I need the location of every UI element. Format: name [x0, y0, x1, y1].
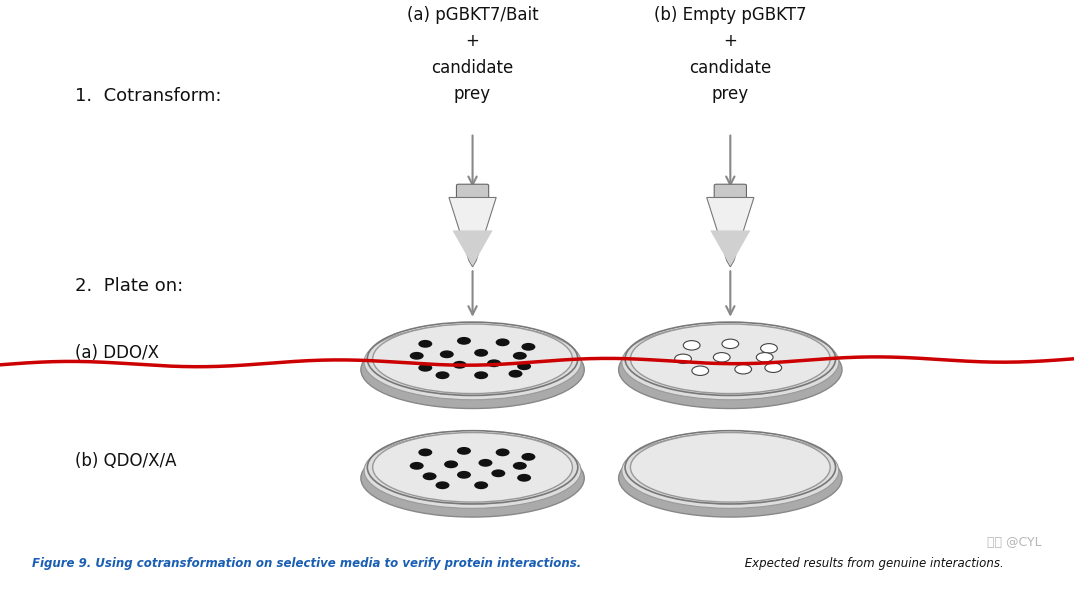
Ellipse shape — [364, 324, 581, 400]
Circle shape — [518, 362, 531, 370]
Ellipse shape — [373, 324, 572, 394]
Polygon shape — [710, 230, 751, 265]
Circle shape — [683, 341, 700, 350]
Circle shape — [453, 361, 466, 368]
Circle shape — [674, 354, 692, 364]
Circle shape — [765, 363, 782, 373]
Polygon shape — [452, 230, 493, 265]
Ellipse shape — [630, 432, 830, 502]
Text: (a) pGBKT7/Bait
+
candidate
prey: (a) pGBKT7/Bait + candidate prey — [407, 6, 538, 103]
Text: (a) DDO/X: (a) DDO/X — [75, 344, 159, 362]
Circle shape — [479, 459, 492, 467]
Circle shape — [488, 359, 500, 367]
Circle shape — [445, 461, 458, 469]
Circle shape — [419, 364, 432, 371]
Circle shape — [722, 339, 739, 349]
Circle shape — [410, 352, 423, 360]
Ellipse shape — [373, 432, 572, 502]
Ellipse shape — [619, 331, 842, 408]
FancyBboxPatch shape — [456, 185, 489, 200]
Circle shape — [492, 469, 506, 477]
Circle shape — [522, 343, 535, 351]
Circle shape — [423, 472, 437, 480]
Ellipse shape — [361, 331, 584, 408]
Circle shape — [419, 449, 432, 456]
Text: 知乎 @CYL: 知乎 @CYL — [987, 535, 1042, 549]
Ellipse shape — [622, 433, 839, 508]
Text: 2.  Plate on:: 2. Plate on: — [75, 277, 184, 295]
Text: 1.  Cotransform:: 1. Cotransform: — [75, 87, 221, 106]
Polygon shape — [449, 198, 496, 267]
Circle shape — [436, 481, 450, 489]
Circle shape — [513, 352, 527, 360]
Circle shape — [692, 366, 709, 376]
Circle shape — [436, 371, 450, 379]
Ellipse shape — [361, 440, 584, 517]
Ellipse shape — [630, 324, 830, 394]
Polygon shape — [707, 198, 754, 267]
Ellipse shape — [622, 324, 839, 400]
Ellipse shape — [364, 433, 581, 508]
Text: Expected results from genuine interactions.: Expected results from genuine interactio… — [741, 557, 1004, 570]
Circle shape — [509, 370, 522, 377]
Circle shape — [458, 447, 470, 455]
Text: Figure 9. Using cotransformation on selective media to verify protein interactio: Figure 9. Using cotransformation on sele… — [32, 557, 581, 570]
Circle shape — [419, 340, 432, 348]
Circle shape — [756, 353, 773, 362]
Ellipse shape — [619, 440, 842, 517]
Circle shape — [475, 481, 488, 489]
Circle shape — [713, 353, 730, 362]
Circle shape — [495, 449, 509, 456]
Circle shape — [475, 371, 488, 379]
FancyBboxPatch shape — [714, 185, 746, 200]
Text: (b) QDO/X/A: (b) QDO/X/A — [75, 452, 177, 470]
Circle shape — [495, 338, 509, 346]
Circle shape — [518, 474, 531, 482]
Text: (b) Empty pGBKT7
+
candidate
prey: (b) Empty pGBKT7 + candidate prey — [654, 6, 807, 103]
Circle shape — [410, 462, 423, 470]
Circle shape — [458, 471, 470, 479]
Circle shape — [760, 344, 778, 353]
Circle shape — [513, 462, 527, 470]
Circle shape — [440, 350, 453, 358]
Circle shape — [522, 453, 535, 461]
Circle shape — [475, 349, 488, 357]
Circle shape — [458, 337, 470, 345]
Circle shape — [735, 365, 752, 374]
